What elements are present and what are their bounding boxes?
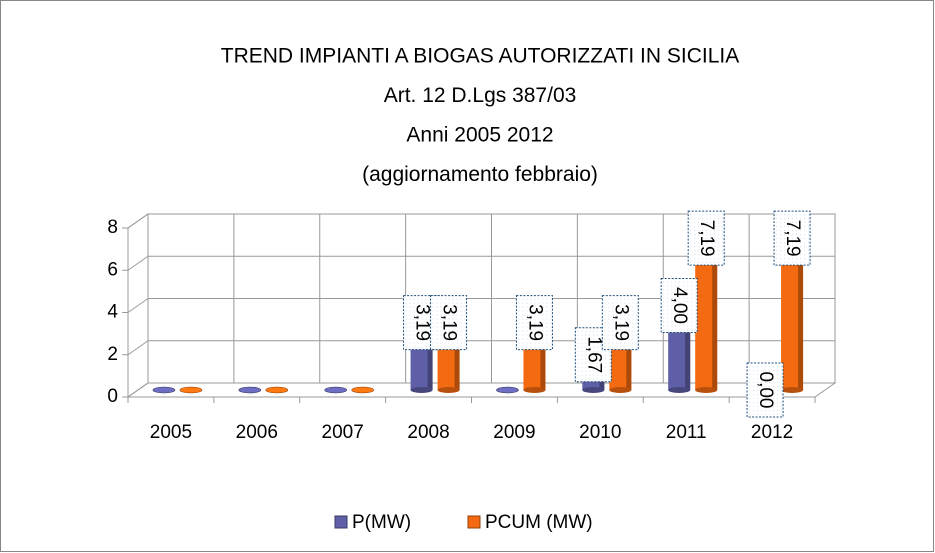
y-tick-label: 4 bbox=[107, 302, 118, 323]
x-tick-label: 2006 bbox=[236, 422, 278, 443]
grid-line bbox=[127, 255, 149, 271]
data-label: 0,00 bbox=[746, 362, 784, 418]
bar-shade bbox=[798, 238, 804, 390]
bar-shade bbox=[685, 305, 691, 390]
y-tick-label: 2 bbox=[107, 344, 118, 365]
legend-swatch bbox=[467, 515, 481, 529]
bar-shade bbox=[427, 322, 433, 390]
data-label-box bbox=[515, 295, 553, 351]
chart-title: (aggiornamento febbraio) bbox=[362, 163, 598, 186]
bar-top bbox=[324, 386, 347, 394]
data-label-text: 7,19 bbox=[696, 220, 717, 257]
bar bbox=[695, 238, 718, 390]
data-label: 3,19 bbox=[515, 295, 553, 351]
x-tick-label: 2011 bbox=[666, 422, 707, 443]
data-label-text: 0,00 bbox=[755, 372, 776, 409]
grid-line bbox=[127, 340, 149, 356]
data-label-text: 3,19 bbox=[412, 304, 433, 341]
floor bbox=[126, 382, 837, 398]
x-tick-label: 2007 bbox=[322, 422, 364, 443]
x-tick-label: 2012 bbox=[751, 422, 793, 443]
data-label: 3,19 bbox=[430, 295, 468, 351]
bar-shade bbox=[712, 238, 718, 390]
bar-bottom bbox=[695, 387, 718, 393]
y-tick-label: 6 bbox=[107, 259, 118, 280]
data-label: 7,19 bbox=[687, 210, 725, 266]
grid-line bbox=[127, 298, 149, 313]
legend-swatch bbox=[334, 515, 348, 529]
bar-top bbox=[496, 386, 519, 394]
bar bbox=[781, 238, 804, 390]
legend-label: PCUM (MW) bbox=[485, 512, 593, 533]
data-label-box bbox=[601, 295, 639, 351]
bar-bottom bbox=[668, 387, 691, 393]
data-label-box bbox=[660, 278, 698, 333]
bar-bottom bbox=[437, 387, 460, 393]
grid-line bbox=[127, 213, 149, 229]
data-label-box bbox=[773, 210, 811, 266]
x-tick-label: 2009 bbox=[493, 422, 535, 443]
data-label-text: 4,00 bbox=[669, 287, 690, 324]
data-label-box bbox=[687, 210, 725, 266]
bar-top bbox=[179, 386, 203, 394]
grid-line bbox=[127, 382, 149, 398]
bar-top bbox=[265, 386, 289, 394]
bar-bottom bbox=[609, 387, 632, 393]
x-tick-label: 2005 bbox=[150, 422, 192, 443]
bar-top bbox=[238, 386, 262, 394]
data-label-text: 3,19 bbox=[439, 304, 460, 341]
legend-label: P(MW) bbox=[352, 512, 411, 533]
data-label: 1,67 bbox=[574, 327, 612, 383]
chart-title: Art. 12 D.Lgs 387/03 bbox=[384, 84, 577, 107]
data-label-text: 3,19 bbox=[610, 304, 631, 341]
bar-shade bbox=[454, 322, 460, 390]
bar-bottom bbox=[410, 387, 433, 393]
y-tick-label: 8 bbox=[107, 217, 118, 238]
bar-shade bbox=[540, 322, 546, 390]
data-label: 4,00 bbox=[660, 278, 698, 333]
chart-title: Anni 2005 2012 bbox=[406, 124, 553, 147]
data-label-text: 3,19 bbox=[524, 304, 545, 341]
chart-title: TREND IMPIANTI A BIOGAS AUTORIZZATI IN S… bbox=[221, 45, 739, 68]
data-label: 3,19 bbox=[601, 295, 639, 351]
bar-top bbox=[152, 386, 176, 394]
bar-bottom bbox=[781, 387, 804, 393]
y-tick-label: 0 bbox=[107, 386, 118, 407]
x-tick-label: 2008 bbox=[407, 422, 449, 443]
x-tick-label: 2010 bbox=[579, 422, 621, 443]
data-label: 7,19 bbox=[773, 210, 811, 266]
bar-top bbox=[351, 386, 374, 394]
data-label-text: 7,19 bbox=[782, 220, 803, 257]
data-label-box bbox=[746, 362, 784, 418]
data-label-text: 1,67 bbox=[583, 336, 604, 373]
bar-shade bbox=[626, 322, 632, 390]
data-label-box bbox=[430, 295, 468, 351]
bar-bottom bbox=[582, 387, 605, 393]
bar-bottom bbox=[523, 387, 546, 393]
